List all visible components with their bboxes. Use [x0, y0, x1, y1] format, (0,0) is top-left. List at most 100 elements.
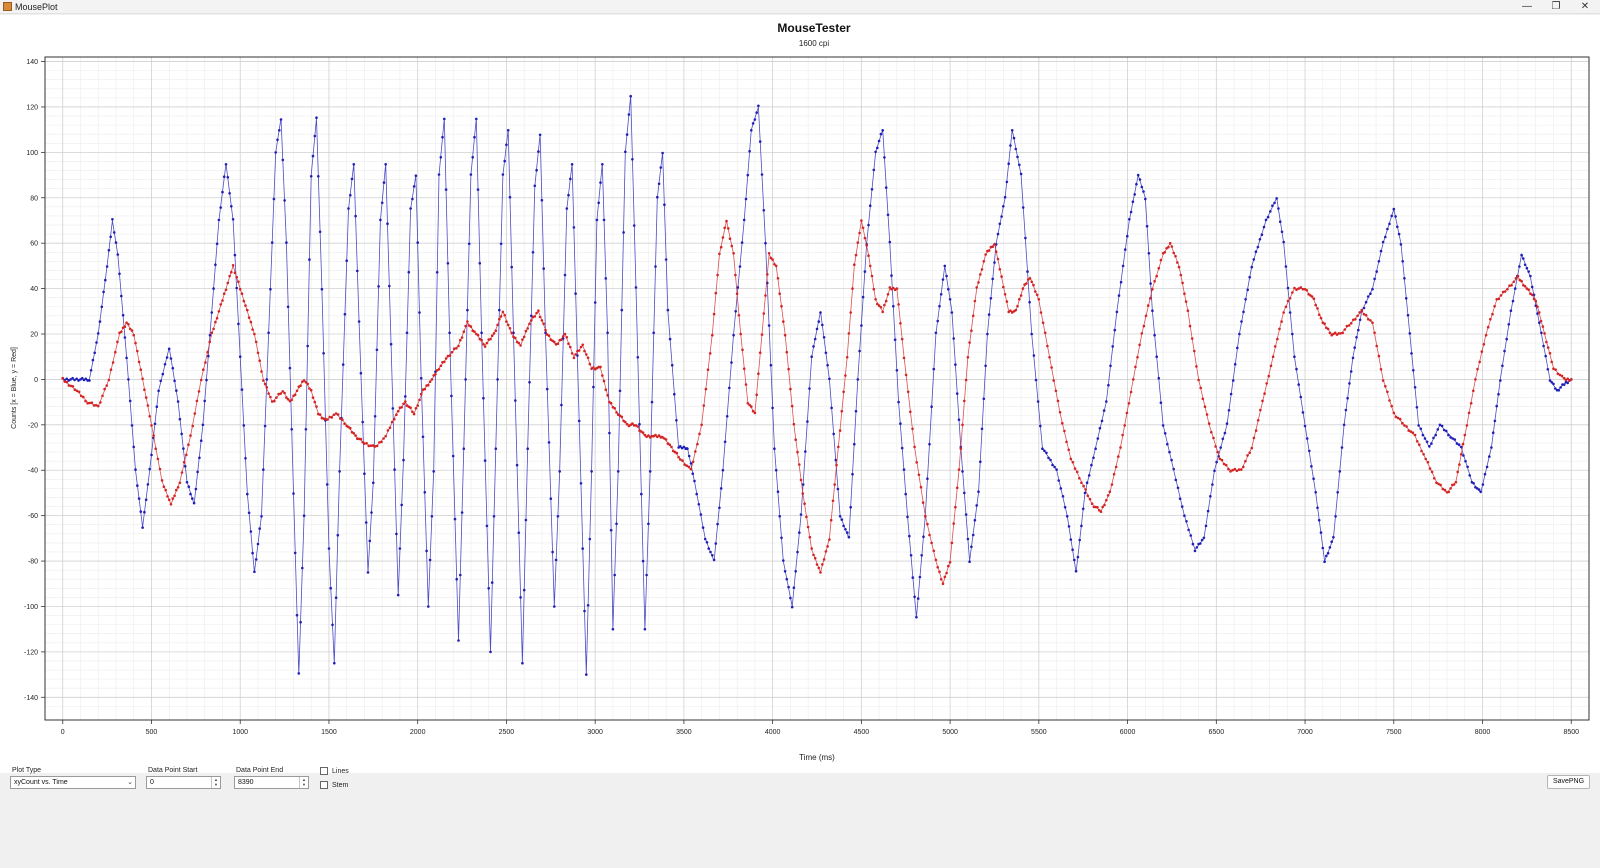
- data-point: [547, 334, 551, 338]
- data-point: [1121, 264, 1125, 268]
- data-point: [760, 173, 764, 176]
- data-point: [156, 457, 160, 461]
- data-point: [808, 387, 811, 390]
- data-point: [338, 470, 341, 473]
- close-button[interactable]: ✕: [1580, 1, 1590, 12]
- data-point: [730, 244, 734, 248]
- data-point: [258, 527, 262, 530]
- mouse-plot-chart[interactable]: -140-120-100-80-60-40-200204060801001201…: [0, 15, 1600, 773]
- data-point-end-input[interactable]: 8390 ▲ ▼: [234, 776, 309, 789]
- data-point: [395, 413, 398, 417]
- data-point: [540, 198, 544, 202]
- data-point: [1223, 431, 1227, 435]
- data-point: [979, 273, 982, 276]
- data-point: [938, 570, 941, 574]
- data-point: [1242, 310, 1245, 314]
- data-point: [366, 571, 370, 574]
- control-panel: Plot Type xyCount vs. Time ⌄ Data Point …: [0, 767, 1600, 868]
- data-point-start-value: 0: [150, 779, 154, 786]
- data-point: [1278, 327, 1281, 331]
- data-point: [699, 513, 703, 516]
- data-point: [1016, 155, 1019, 159]
- data-point: [187, 443, 190, 447]
- data-point: [1394, 215, 1397, 218]
- data-point: [67, 384, 71, 387]
- data-point: [963, 399, 966, 403]
- save-png-button[interactable]: SavePNG: [1547, 775, 1590, 789]
- data-point: [327, 547, 331, 550]
- series-line: [62, 220, 1572, 586]
- data-point: [378, 441, 381, 444]
- data-point: [361, 420, 365, 424]
- data-point: [666, 308, 670, 312]
- data-point: [1485, 465, 1489, 469]
- data-point: [1333, 331, 1337, 335]
- data-point: [1550, 360, 1553, 364]
- data-point: [620, 415, 624, 419]
- data-point: [1131, 200, 1135, 203]
- data-point: [320, 287, 324, 291]
- data-point: [1199, 386, 1202, 390]
- data-point: [854, 253, 858, 257]
- data-point: [379, 218, 382, 222]
- data-point: [1145, 224, 1149, 228]
- data-point: [120, 294, 123, 298]
- data-point: [964, 378, 968, 382]
- data-point: [189, 492, 192, 496]
- data-point: [1539, 319, 1543, 323]
- data-point: [930, 541, 933, 545]
- data-point: [734, 310, 737, 313]
- lines-checkbox[interactable]: [320, 767, 328, 775]
- data-point: [736, 286, 740, 289]
- data-point: [563, 273, 567, 277]
- minimize-button[interactable]: —: [1522, 1, 1532, 12]
- data-point: [1323, 322, 1326, 326]
- data-point: [77, 379, 80, 382]
- data-point: [943, 575, 947, 579]
- data-point: [1161, 424, 1165, 427]
- data-point-start-input[interactable]: 0 ▲ ▼: [146, 776, 221, 789]
- data-point: [1002, 285, 1005, 289]
- data-point: [830, 406, 833, 410]
- restore-button[interactable]: ❐: [1551, 1, 1561, 12]
- data-point: [485, 341, 489, 345]
- data-point: [105, 265, 109, 268]
- data-point: [150, 424, 153, 427]
- data-point: [1280, 320, 1283, 323]
- stem-checkbox[interactable]: [320, 781, 328, 789]
- data-point: [1483, 472, 1487, 476]
- data-point: [1366, 318, 1370, 321]
- data-point: [419, 376, 423, 380]
- data-point: [380, 201, 384, 205]
- data-point: [971, 314, 975, 318]
- data-point: [1136, 173, 1140, 177]
- lines-label: Lines: [332, 768, 349, 775]
- data-point: [347, 207, 350, 210]
- x-tick-label: 3500: [676, 729, 692, 736]
- data-point: [409, 406, 412, 410]
- data-point: [1464, 459, 1467, 463]
- data-point: [402, 458, 405, 462]
- data-point: [947, 564, 950, 568]
- spinner-arrows-icon[interactable]: ▲ ▼: [299, 777, 308, 788]
- data-point: [182, 447, 185, 450]
- plot-type-select[interactable]: xyCount vs. Time ⌄: [10, 776, 136, 789]
- data-point: [750, 405, 753, 408]
- data-point: [727, 227, 730, 230]
- data-point: [701, 526, 705, 529]
- data-point: [1520, 253, 1523, 257]
- data-point: [1314, 491, 1317, 494]
- x-tick-label: 2000: [410, 729, 426, 736]
- data-point: [1240, 320, 1243, 323]
- data-point: [1392, 411, 1396, 415]
- data-point: [734, 273, 737, 277]
- data-point: [1560, 374, 1564, 378]
- data-point: [1543, 332, 1546, 335]
- data-point: [1411, 431, 1415, 435]
- data-point: [308, 258, 311, 261]
- spinner-arrows-icon[interactable]: ▲ ▼: [211, 777, 220, 788]
- data-point: [191, 424, 194, 428]
- data-point: [155, 405, 159, 409]
- data-point: [1316, 506, 1319, 510]
- data-point: [585, 673, 588, 676]
